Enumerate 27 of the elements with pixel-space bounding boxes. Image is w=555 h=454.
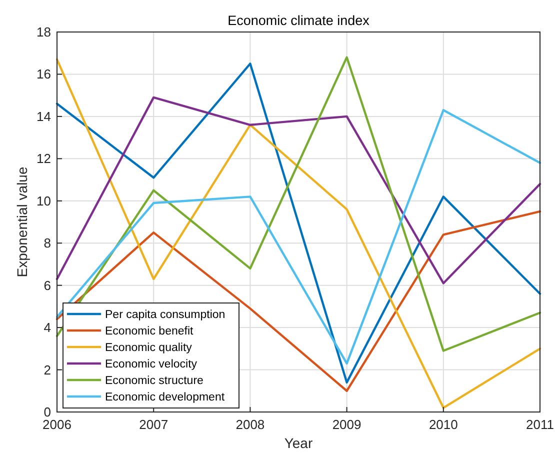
x-tick-label: 2006 bbox=[42, 417, 72, 432]
x-tick-label: 2007 bbox=[139, 417, 168, 432]
chart-title: Economic climate index bbox=[228, 13, 370, 28]
y-tick-label: 18 bbox=[36, 24, 51, 40]
legend-label: Economic benefit bbox=[105, 326, 194, 338]
y-tick-label: 0 bbox=[44, 404, 51, 420]
y-tick-label: 14 bbox=[36, 108, 51, 124]
y-tick-label: 4 bbox=[44, 320, 51, 336]
line-series bbox=[56, 96, 542, 284]
line-series bbox=[56, 210, 542, 392]
y-axis-title: Exponential value bbox=[14, 166, 30, 278]
y-tick-label: 6 bbox=[44, 278, 51, 293]
y-tick-label: 8 bbox=[44, 236, 51, 251]
legend-label: Per capita consumption bbox=[105, 309, 226, 321]
y-tick-label: 10 bbox=[36, 193, 51, 208]
legend-label: Economic development bbox=[105, 392, 226, 404]
x-tick-label: 2011 bbox=[526, 417, 554, 432]
legend-label: Economic structure bbox=[105, 375, 204, 387]
y-tick-label: 16 bbox=[36, 66, 51, 82]
x-tick-label: 2008 bbox=[236, 417, 265, 432]
y-tick-label: 2 bbox=[44, 362, 51, 378]
x-tick-label: 2010 bbox=[428, 417, 458, 432]
x-axis-title: Year bbox=[284, 435, 313, 451]
x-tick-label: 2009 bbox=[332, 417, 362, 432]
legend-label: Economic quality bbox=[105, 342, 192, 354]
legend-label: Economic velocity bbox=[105, 358, 198, 370]
y-tick-label: 12 bbox=[36, 151, 51, 166]
